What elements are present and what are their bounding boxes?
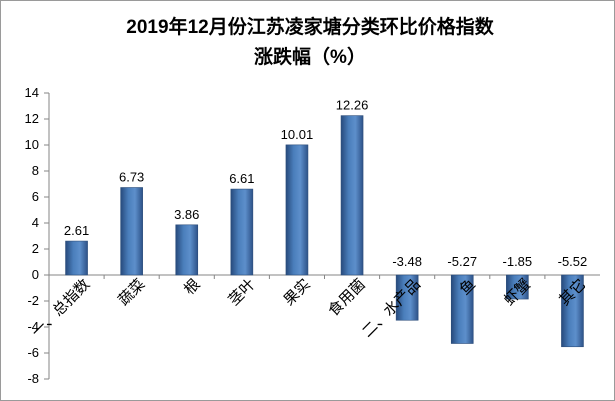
data-label: 12.26 (336, 98, 369, 113)
category-label: 其它 (555, 275, 589, 309)
y-tick-label: 10 (25, 137, 39, 152)
bar (175, 224, 199, 276)
y-tick-label: 8 (32, 163, 39, 178)
data-label: 6.73 (119, 170, 144, 185)
data-label: -5.52 (558, 254, 588, 269)
y-tick-label: 2 (32, 241, 39, 256)
chart-title: 2019年12月份江苏凌家塘分类环比价格指数 (126, 17, 494, 38)
category-label: 根 (180, 275, 203, 298)
y-tick-label: 4 (32, 215, 39, 230)
y-tick-label: 12 (25, 111, 39, 126)
bar (65, 240, 88, 276)
y-tick-label: 14 (25, 85, 39, 100)
bar (120, 187, 143, 276)
y-tick-label: -6 (27, 345, 39, 360)
category-label: 果实 (280, 275, 314, 309)
category-label: 食用菌 (324, 275, 369, 320)
bar (395, 274, 419, 321)
y-tick-label: 0 (32, 267, 39, 282)
data-label: 10.01 (281, 127, 314, 142)
data-label: 3.86 (174, 207, 199, 222)
category-label: 蔬菜 (115, 275, 149, 309)
y-tick-label: -4 (27, 319, 39, 334)
category-label: 虾蟹 (500, 275, 534, 309)
bar (506, 274, 529, 300)
y-tick-label: -8 (27, 371, 39, 386)
chart-subtitle: 涨跌幅（%） (254, 47, 366, 68)
bar (340, 115, 364, 276)
data-label: -1.85 (503, 254, 533, 269)
data-label: 2.61 (64, 223, 89, 238)
y-tick-label: -2 (27, 293, 39, 308)
y-tick-label: 6 (32, 189, 39, 204)
category-label: 茎叶 (225, 275, 259, 309)
bar (285, 144, 309, 276)
data-label: 6.61 (229, 171, 254, 186)
data-label: -3.48 (392, 254, 422, 269)
data-label: -5.27 (447, 254, 477, 269)
bar (450, 274, 474, 344)
bar (561, 274, 584, 348)
bar (230, 188, 254, 276)
